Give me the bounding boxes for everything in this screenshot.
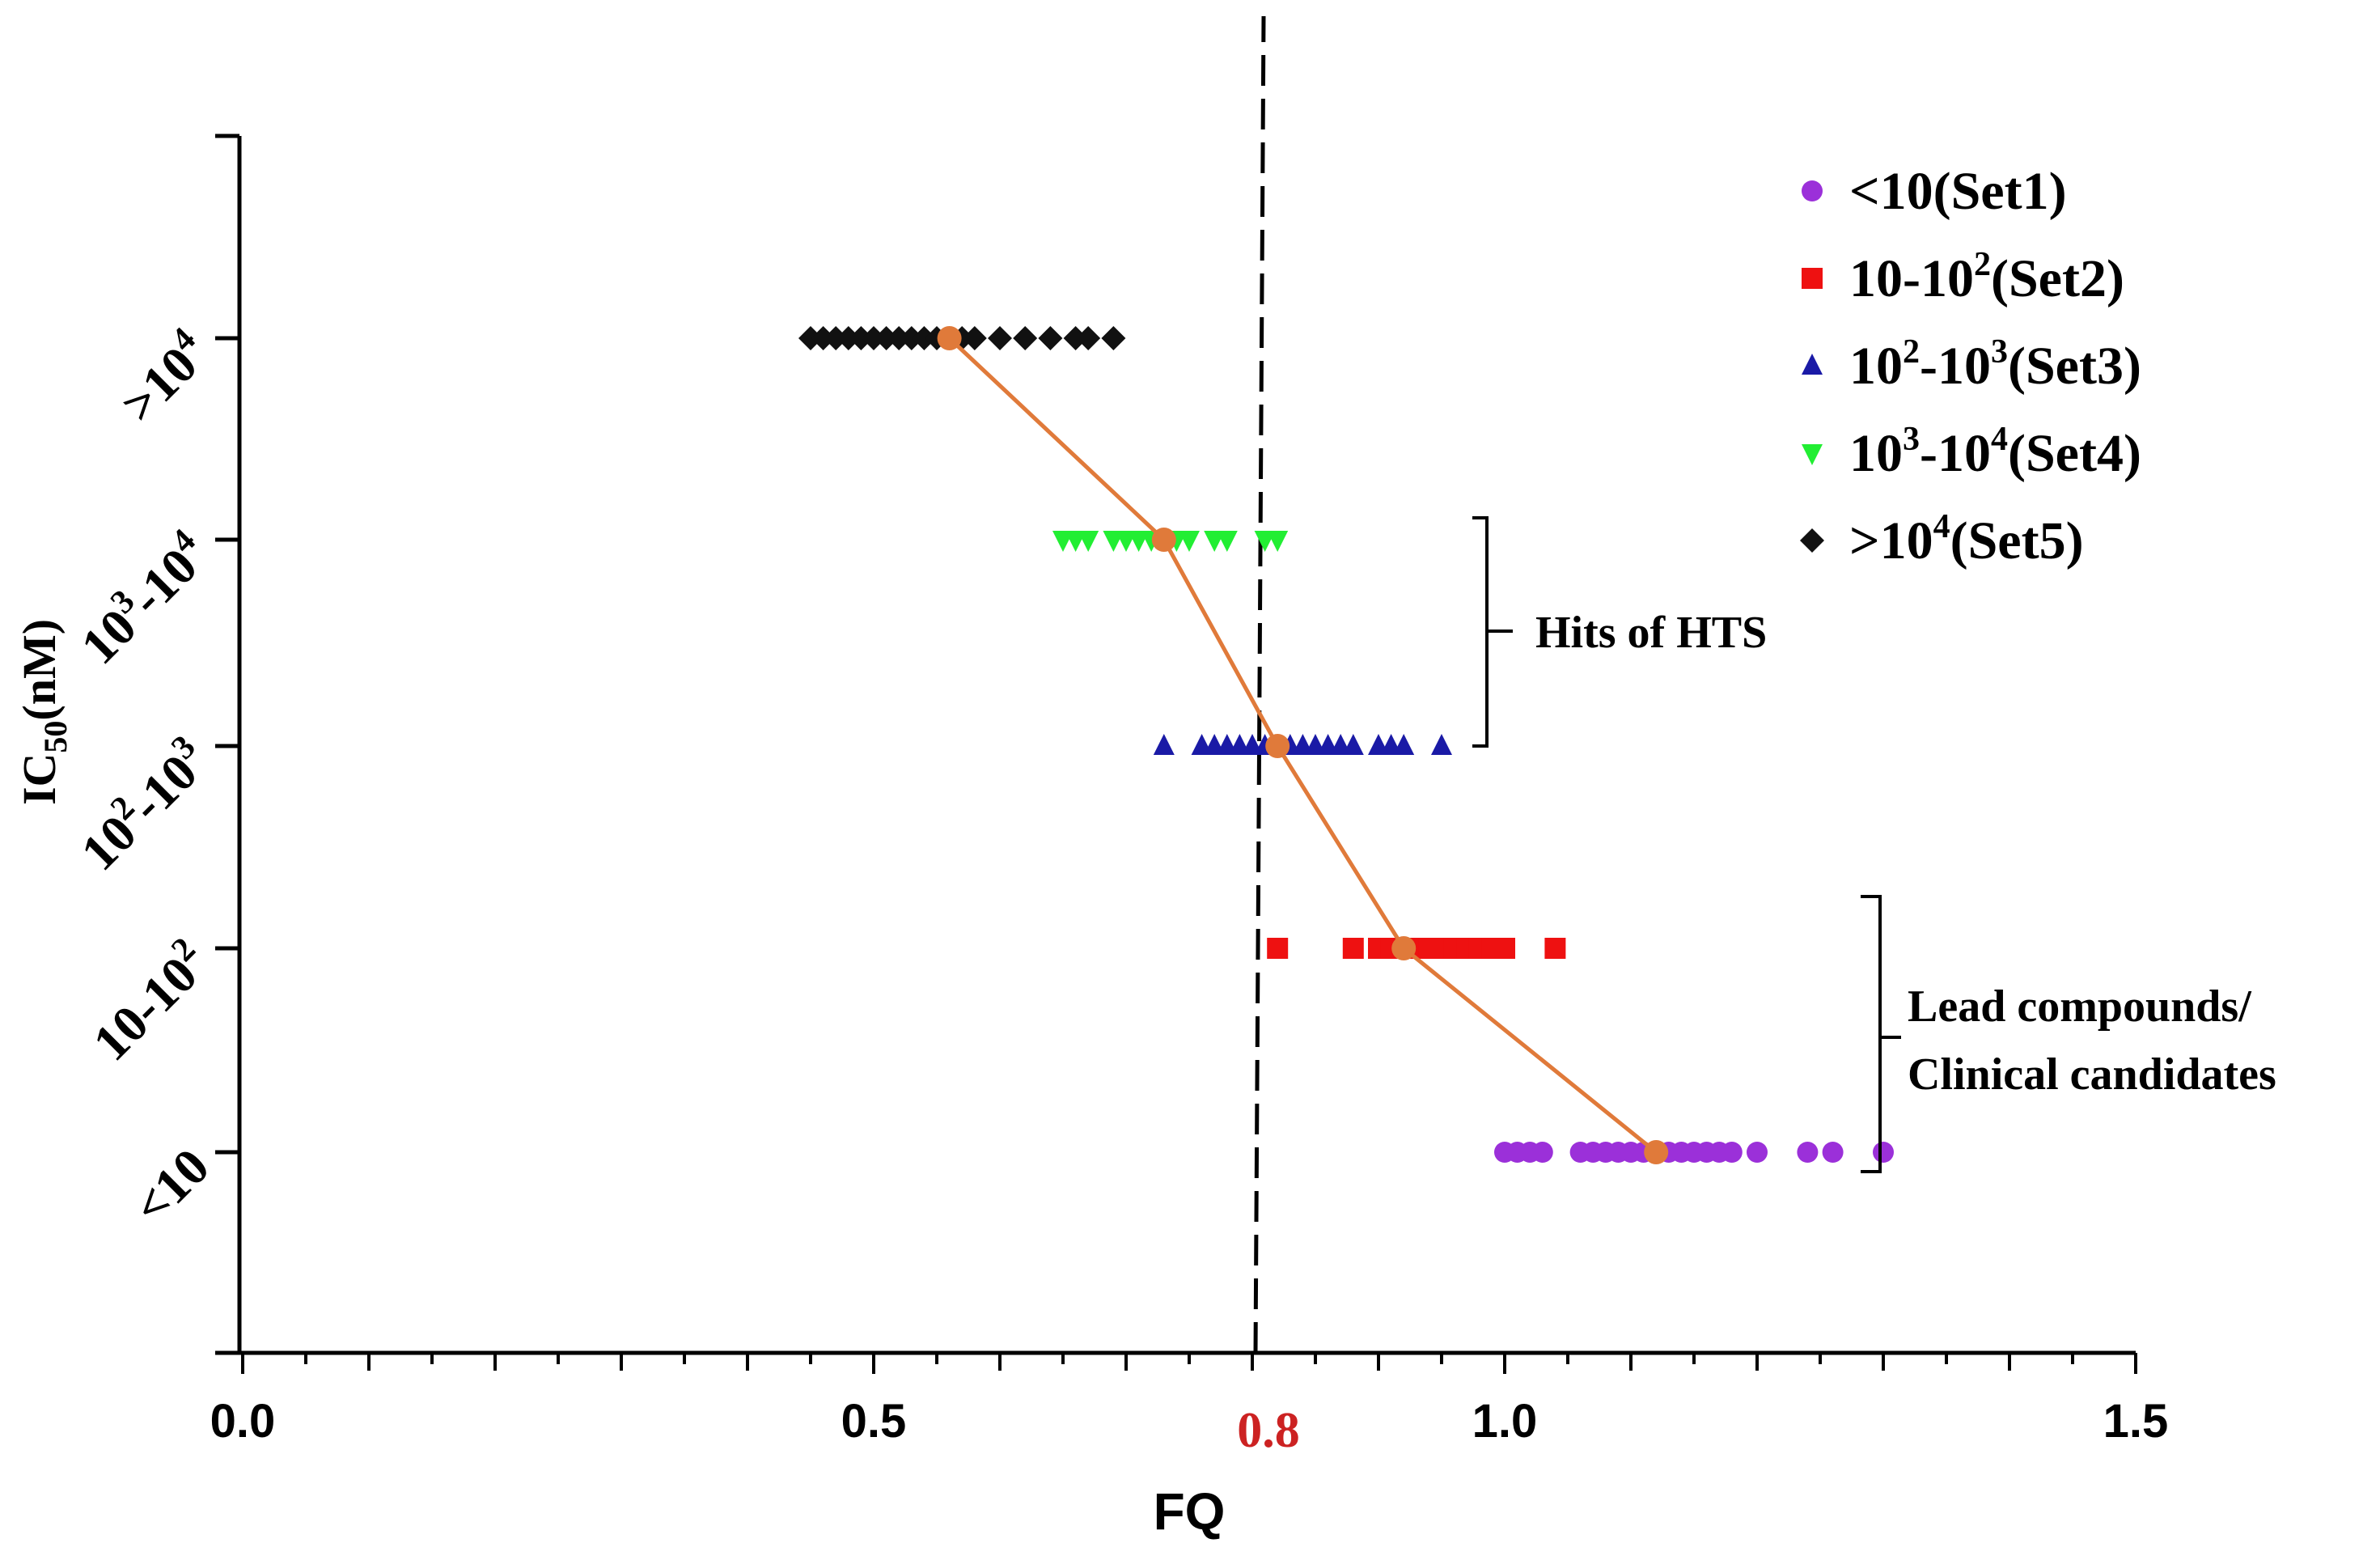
data-point-set1 — [1721, 1142, 1743, 1163]
data-point-set4 — [1179, 531, 1200, 552]
data-point-set4 — [1216, 531, 1238, 552]
legend-label-set2: 10-102(Set2) — [1849, 246, 2124, 308]
hts-bracket — [1472, 516, 1489, 748]
mean-point — [1391, 936, 1417, 960]
legend: <10(Set1) 10-102(Set2) 102-103(Set3) 103-10… — [1800, 162, 2141, 570]
threshold-line-group — [1253, 15, 1266, 1354]
legend-marker-set1 — [1802, 180, 1823, 201]
legend-label-set3: 102-103(Set3) — [1849, 333, 2141, 396]
data-point-set5 — [899, 326, 924, 350]
x-tick-label: 0.5 — [841, 1395, 907, 1448]
mean-point — [1151, 528, 1176, 552]
data-point-set5 — [811, 326, 836, 350]
x-tick-label: 1.0 — [1472, 1395, 1538, 1448]
legend-label-set1: <10(Set1) — [1849, 162, 2067, 221]
data-point-set5 — [798, 326, 823, 350]
legend-marker-set2 — [1802, 268, 1823, 289]
category-label: 103-104 — [67, 522, 220, 675]
data-point-set5 — [836, 326, 861, 350]
data-point-set2 — [1342, 938, 1364, 959]
mean-point — [1644, 1140, 1669, 1164]
data-point-set5 — [824, 326, 849, 350]
data-point-set5 — [1076, 326, 1101, 350]
data-point-set4 — [1078, 531, 1099, 552]
data-point-set2 — [1267, 938, 1289, 959]
category-label: 102-103 — [67, 728, 220, 881]
data-point-set3 — [1153, 734, 1175, 755]
mean-point — [1265, 734, 1290, 758]
data-point-set5 — [887, 326, 912, 350]
hts-annotation: Hits of HTS — [1535, 608, 1767, 658]
x-axis-label: FQ — [1154, 1482, 1226, 1541]
legend-label-set5: >104(Set5) — [1849, 508, 2084, 570]
y-axis-label: IC50(nM) — [13, 619, 74, 805]
data-point-set5 — [1063, 326, 1088, 350]
data-point-set5 — [862, 326, 886, 350]
lead-bracket — [1861, 895, 1882, 1173]
data-point-set1 — [1747, 1142, 1768, 1163]
data-point-set1 — [1873, 1142, 1894, 1163]
data-point-set3 — [1431, 734, 1452, 755]
lead-annotation-line1: Lead compounds/ — [1908, 981, 2252, 1032]
data-point-set5 — [962, 326, 987, 350]
data-point-set5 — [874, 326, 899, 350]
data-point-set5 — [1038, 326, 1063, 350]
legend-label-set4: 103-104(Set4) — [1849, 421, 2141, 483]
data-point-set5 — [988, 326, 1012, 350]
data-point-set2 — [1544, 938, 1566, 959]
data-point-set5 — [1013, 326, 1038, 350]
data-point-set3 — [1342, 734, 1364, 755]
threshold-line — [1253, 15, 1266, 1354]
lead-annotation-line2: Clinical candidates — [1908, 1049, 2276, 1100]
data-point-set5 — [1101, 326, 1126, 350]
data-point-set5 — [849, 326, 874, 350]
data-markers — [798, 326, 1894, 1163]
annotations: Hits of HTS Lead compounds/Clinical candi… — [1472, 516, 2276, 1173]
category-label: <10 — [122, 1138, 220, 1236]
threshold-label: 0.8 — [1237, 1403, 1300, 1458]
x-tick-label: 0.0 — [210, 1395, 276, 1448]
mean-line-group — [937, 326, 1669, 1164]
data-point-set5 — [912, 326, 937, 350]
data-point-set4 — [1267, 531, 1289, 552]
x-tick-label: 1.5 — [2103, 1395, 2169, 1448]
legend-marker-set5 — [1800, 528, 1824, 553]
mean-point — [937, 326, 962, 350]
data-point-set1 — [1797, 1142, 1819, 1163]
legend-marker-set3 — [1802, 354, 1823, 375]
data-point-set1 — [1822, 1142, 1844, 1163]
category-label: 10-102 — [79, 930, 220, 1071]
category-label: >104 — [107, 320, 220, 434]
data-point-set1 — [1531, 1142, 1553, 1163]
data-point-set2 — [1494, 938, 1515, 959]
legend-marker-set4 — [1802, 444, 1823, 465]
data-point-set3 — [1393, 734, 1415, 755]
